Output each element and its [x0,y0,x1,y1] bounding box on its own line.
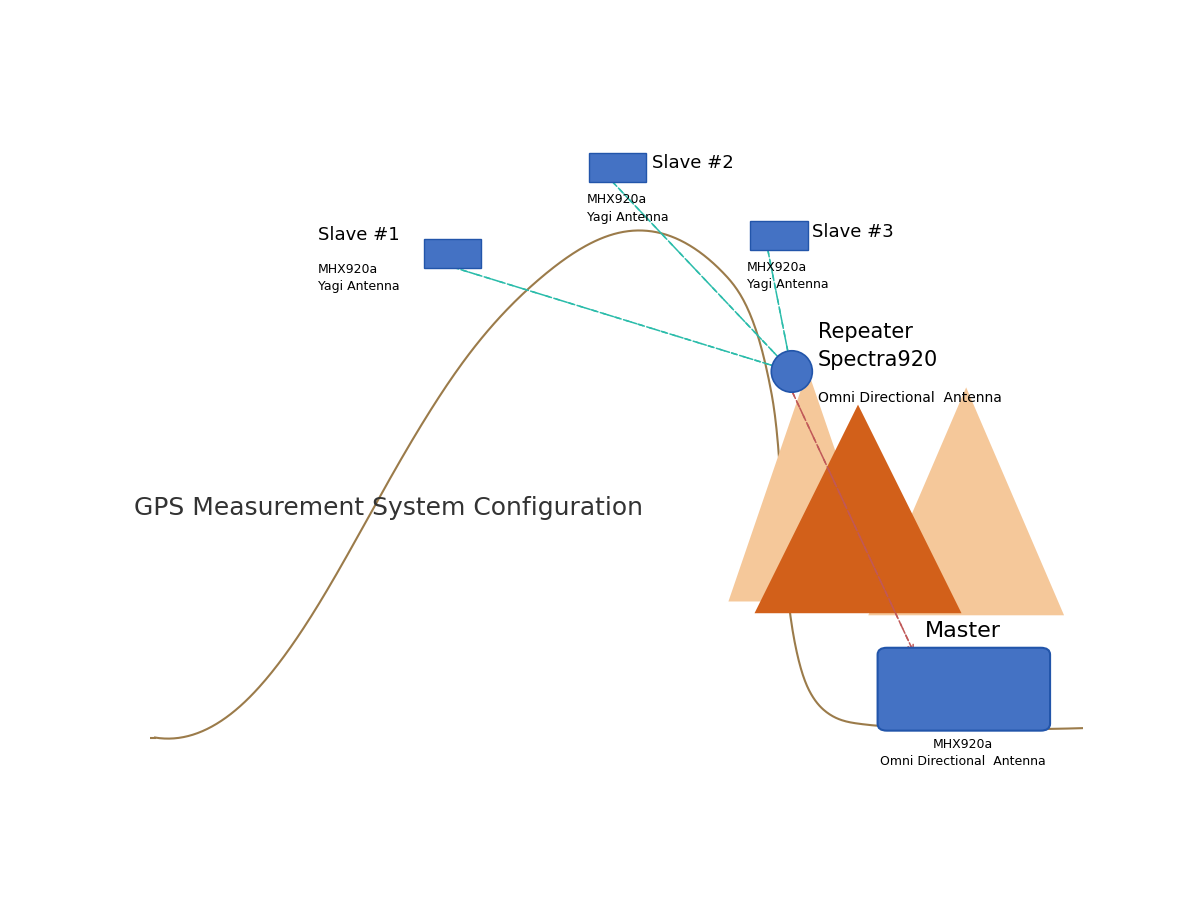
FancyBboxPatch shape [749,221,807,250]
Text: Yagi Antenna: Yagi Antenna [747,278,829,292]
Text: MHX920a: MHX920a [318,263,379,276]
Polygon shape [869,388,1063,615]
Text: Yagi Antenna: Yagi Antenna [318,280,399,293]
Text: Master: Master [925,621,1001,640]
FancyBboxPatch shape [588,152,646,181]
Text: MHX920a: MHX920a [934,737,994,751]
Text: Slave #3: Slave #3 [812,223,894,241]
Text: Omni Directional  Antenna: Omni Directional Antenna [818,391,1002,405]
Text: MHX920a: MHX920a [747,261,807,274]
Text: MHX920a: MHX920a [587,193,647,206]
FancyBboxPatch shape [423,239,481,268]
Ellipse shape [771,351,812,392]
Text: Slave #1: Slave #1 [318,226,399,244]
Text: Omni Directional  Antenna: Omni Directional Antenna [881,754,1047,768]
Text: Spectra920: Spectra920 [818,350,938,370]
Polygon shape [729,370,887,602]
FancyBboxPatch shape [878,648,1050,731]
Text: Repeater: Repeater [818,323,913,343]
Polygon shape [754,405,961,614]
Text: Slave #2: Slave #2 [652,154,734,172]
Text: Yagi Antenna: Yagi Antenna [587,211,669,223]
Text: GPS Measurement System Configuration: GPS Measurement System Configuration [134,496,642,520]
